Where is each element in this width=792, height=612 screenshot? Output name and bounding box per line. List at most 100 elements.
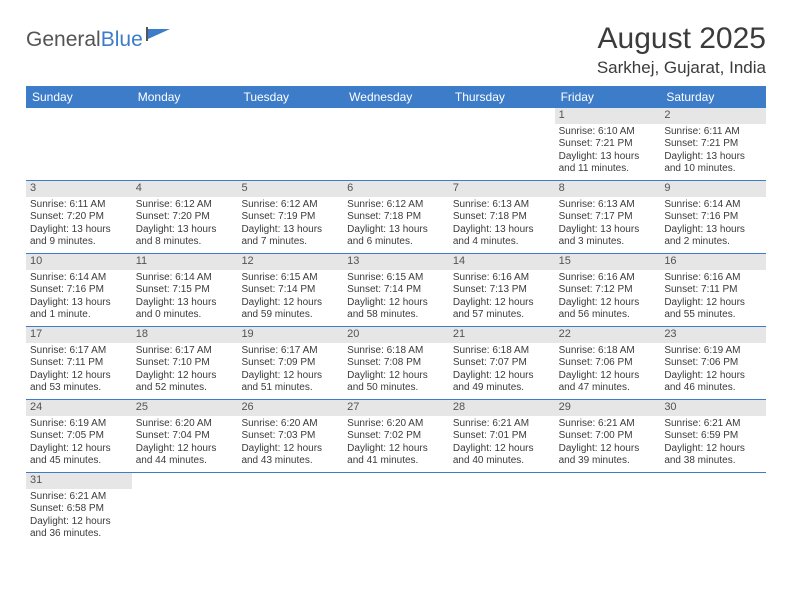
sunset-text: Sunset: 7:01 PM [453,430,551,443]
calendar-cell: 22Sunrise: 6:18 AMSunset: 7:06 PMDayligh… [555,327,661,399]
calendar-cell: 3Sunrise: 6:11 AMSunset: 7:20 PMDaylight… [26,181,132,253]
sunset-text: Sunset: 7:19 PM [241,211,339,224]
day-number: 27 [343,400,449,416]
calendar-cell [660,473,766,545]
day-header: Saturday [660,86,766,108]
sunset-text: Sunset: 7:07 PM [453,357,551,370]
day-number: 9 [660,181,766,197]
calendar-cell: 26Sunrise: 6:20 AMSunset: 7:03 PMDayligh… [237,400,343,472]
calendar-cell: 31Sunrise: 6:21 AMSunset: 6:58 PMDayligh… [26,473,132,545]
sunrise-text: Sunrise: 6:17 AM [241,345,339,358]
sunrise-text: Sunrise: 6:16 AM [453,272,551,285]
day-header: Friday [555,86,661,108]
sunrise-text: Sunrise: 6:14 AM [30,272,128,285]
calendar-cell [237,108,343,180]
sunrise-text: Sunrise: 6:17 AM [30,345,128,358]
daylight-text: Daylight: 12 hours and 40 minutes. [453,443,551,468]
brand-part1: General [26,28,101,51]
daylight-text: Daylight: 12 hours and 55 minutes. [664,297,762,322]
location: Sarkhej, Gujarat, India [597,58,766,78]
daylight-text: Daylight: 12 hours and 52 minutes. [136,370,234,395]
daylight-text: Daylight: 12 hours and 38 minutes. [664,443,762,468]
sunset-text: Sunset: 7:16 PM [664,211,762,224]
sunrise-text: Sunrise: 6:16 AM [664,272,762,285]
day-number: 11 [132,254,238,270]
daylight-text: Daylight: 13 hours and 9 minutes. [30,224,128,249]
day-header: Thursday [449,86,555,108]
calendar-cell: 20Sunrise: 6:18 AMSunset: 7:08 PMDayligh… [343,327,449,399]
calendar-cell [343,108,449,180]
header: GeneralBlue August 2025 Sarkhej, Gujarat… [26,22,766,78]
daylight-text: Daylight: 13 hours and 7 minutes. [241,224,339,249]
daylight-text: Daylight: 13 hours and 11 minutes. [559,151,657,176]
sunrise-text: Sunrise: 6:20 AM [241,418,339,431]
day-number: 17 [26,327,132,343]
daylight-text: Daylight: 12 hours and 51 minutes. [241,370,339,395]
calendar-cell: 4Sunrise: 6:12 AMSunset: 7:20 PMDaylight… [132,181,238,253]
sunset-text: Sunset: 7:17 PM [559,211,657,224]
calendar-week: 1Sunrise: 6:10 AMSunset: 7:21 PMDaylight… [26,108,766,181]
day-number: 15 [555,254,661,270]
daylight-text: Daylight: 12 hours and 50 minutes. [347,370,445,395]
day-number: 31 [26,473,132,489]
day-number: 19 [237,327,343,343]
daylight-text: Daylight: 13 hours and 1 minute. [30,297,128,322]
sunset-text: Sunset: 7:05 PM [30,430,128,443]
daylight-text: Daylight: 12 hours and 41 minutes. [347,443,445,468]
day-number: 7 [449,181,555,197]
sunset-text: Sunset: 7:02 PM [347,430,445,443]
sunset-text: Sunset: 7:20 PM [30,211,128,224]
day-number: 3 [26,181,132,197]
calendar-cell: 1Sunrise: 6:10 AMSunset: 7:21 PMDaylight… [555,108,661,180]
daylight-text: Daylight: 13 hours and 10 minutes. [664,151,762,176]
sunrise-text: Sunrise: 6:21 AM [30,491,128,504]
sunrise-text: Sunrise: 6:15 AM [241,272,339,285]
day-number: 12 [237,254,343,270]
sunset-text: Sunset: 7:20 PM [136,211,234,224]
calendar-cell: 8Sunrise: 6:13 AMSunset: 7:17 PMDaylight… [555,181,661,253]
sunrise-text: Sunrise: 6:17 AM [136,345,234,358]
day-number: 10 [26,254,132,270]
sunset-text: Sunset: 7:18 PM [453,211,551,224]
calendar-cell: 18 Sunrise: 6:17 AMSunset: 7:10 PMDayligh… [132,327,238,399]
calendar-cell [449,108,555,180]
daylight-text: Daylight: 13 hours and 2 minutes. [664,224,762,249]
daylight-text: Daylight: 12 hours and 58 minutes. [347,297,445,322]
sunrise-text: Sunrise: 6:11 AM [664,126,762,139]
sunset-text: Sunset: 6:59 PM [664,430,762,443]
daylight-text: Daylight: 13 hours and 0 minutes. [136,297,234,322]
sunrise-text: Sunrise: 6:18 AM [453,345,551,358]
calendar-cell [555,473,661,545]
calendar-cell [343,473,449,545]
day-number: 2 [660,108,766,124]
sunset-text: Sunset: 7:10 PM [136,357,234,370]
sunrise-text: Sunrise: 6:13 AM [453,199,551,212]
calendar-cell: 30Sunrise: 6:21 AMSunset: 6:59 PMDayligh… [660,400,766,472]
calendar-week: 24Sunrise: 6:19 AMSunset: 7:05 PMDayligh… [26,400,766,473]
calendar-cell [132,473,238,545]
sunrise-text: Sunrise: 6:18 AM [347,345,445,358]
calendar-cell: 16Sunrise: 6:16 AMSunset: 7:11 PMDayligh… [660,254,766,326]
sunrise-text: Sunrise: 6:21 AM [559,418,657,431]
calendar-week: 3Sunrise: 6:11 AMSunset: 7:20 PMDaylight… [26,181,766,254]
daylight-text: Daylight: 12 hours and 56 minutes. [559,297,657,322]
sunset-text: Sunset: 7:00 PM [559,430,657,443]
day-number: 4 [132,181,238,197]
daylight-text: Daylight: 13 hours and 8 minutes. [136,224,234,249]
sunrise-text: Sunrise: 6:12 AM [347,199,445,212]
day-number: 18 [132,327,238,343]
calendar-cell: 17Sunrise: 6:17 AMSunset: 7:11 PMDayligh… [26,327,132,399]
daylight-text: Daylight: 12 hours and 57 minutes. [453,297,551,322]
day-number: 6 [343,181,449,197]
sunset-text: Sunset: 7:21 PM [559,138,657,151]
day-number: 28 [449,400,555,416]
sunset-text: Sunset: 7:03 PM [241,430,339,443]
sunset-text: Sunset: 7:11 PM [30,357,128,370]
sunset-text: Sunset: 6:58 PM [30,503,128,516]
calendar: SundayMondayTuesdayWednesdayThursdayFrid… [26,86,766,545]
calendar-cell: 21Sunrise: 6:18 AMSunset: 7:07 PMDayligh… [449,327,555,399]
calendar-cell: 25Sunrise: 6:20 AMSunset: 7:04 PMDayligh… [132,400,238,472]
brand-part2: Blue [101,28,143,51]
sunrise-text: Sunrise: 6:19 AM [30,418,128,431]
calendar-cell: 24Sunrise: 6:19 AMSunset: 7:05 PMDayligh… [26,400,132,472]
